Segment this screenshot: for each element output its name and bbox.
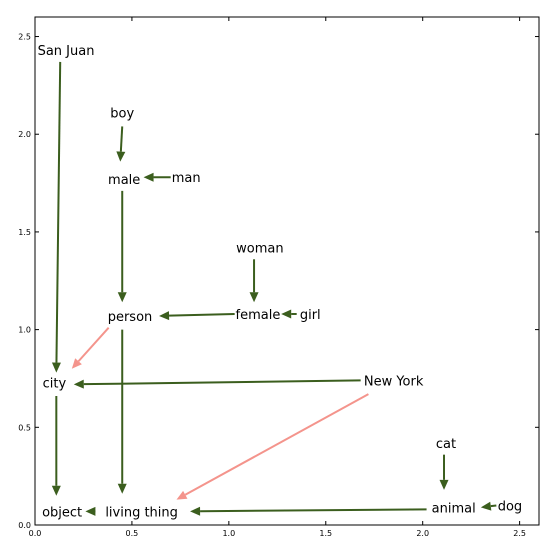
x-tick-5: 2.5 — [513, 17, 526, 538]
word-label-new-york: New York — [364, 374, 424, 389]
arrow-person-8 — [117, 329, 127, 494]
arrow-male-3 — [117, 190, 127, 303]
word-label-cat: cat — [436, 437, 456, 452]
x-tick-0: 0.0 — [29, 17, 42, 538]
x-tick-label: 2.5 — [513, 529, 526, 538]
word-label-male: male — [108, 173, 140, 188]
word-label-animal: animal — [432, 501, 476, 516]
y-tick-5: 2.5 — [18, 33, 539, 42]
y-tick-label: 2.5 — [18, 33, 31, 42]
x-tick-label: 1.0 — [222, 529, 235, 538]
y-tick-4: 2.0 — [18, 130, 539, 139]
word-label-female: female — [236, 308, 281, 323]
arrow-girl-6 — [281, 309, 297, 319]
x-tick-label: 0.5 — [126, 529, 139, 538]
y-tick-3: 1.5 — [18, 228, 539, 237]
y-tick-label: 2.0 — [18, 130, 31, 139]
arrow-animal-13 — [190, 506, 427, 516]
word-label-woman: woman — [236, 242, 283, 257]
x-tick-label: 1.5 — [319, 529, 332, 538]
word-label-dog: dog — [498, 499, 522, 514]
arrow-female-5 — [159, 311, 235, 321]
arrow-man-2 — [143, 172, 171, 182]
word-label-object: object — [42, 505, 82, 520]
arrow-dog-14 — [480, 501, 497, 511]
word-label-boy: boy — [110, 107, 134, 122]
axis-ticks: 0.0 0.5 1.0 1.5 2.0 2.5 0.0 0.5 1.0 1.5 2.0 2.5 — [18, 17, 539, 538]
y-tick-label: 0.0 — [18, 521, 31, 530]
arrow-cat-12 — [439, 454, 449, 490]
x-tick-3: 1.5 — [319, 17, 332, 538]
arrow-boy-1 — [116, 126, 126, 162]
arrow-woman-4 — [249, 259, 259, 303]
y-tick-label: 1.5 — [18, 228, 31, 237]
word-label-city: city — [43, 376, 67, 391]
word-label-girl: girl — [300, 308, 321, 323]
y-tick-label: 0.5 — [18, 423, 31, 432]
word-label-san-juan: San Juan — [38, 44, 95, 59]
arrow-new-york-9 — [73, 379, 361, 389]
x-tick-label: 2.0 — [416, 529, 429, 538]
arrow-city-10 — [51, 396, 61, 496]
word-label-person: person — [108, 310, 153, 325]
arrow-living-thing-15 — [85, 506, 96, 516]
y-tick-2: 1.0 — [18, 326, 539, 335]
x-tick-label: 0.0 — [29, 529, 42, 538]
x-tick-2: 1.0 — [222, 17, 235, 538]
x-tick-1: 0.5 — [126, 17, 139, 538]
arrow-new-york-11 — [176, 393, 369, 500]
arrows-layer — [51, 61, 497, 516]
arrow-san-juan-0 — [51, 61, 62, 373]
x-tick-4: 2.0 — [416, 17, 429, 538]
word-label-living-thing: living thing — [105, 505, 178, 520]
plot-frame — [34, 16, 540, 526]
arrow-person-7 — [71, 326, 110, 369]
y-tick-1: 0.5 — [18, 423, 539, 432]
word-label-man: man — [172, 171, 201, 186]
word-labels: San Juan boy male man woman person female girl c… — [38, 44, 523, 520]
y-tick-label: 1.0 — [18, 326, 31, 335]
y-tick-0: 0.0 — [18, 521, 539, 530]
